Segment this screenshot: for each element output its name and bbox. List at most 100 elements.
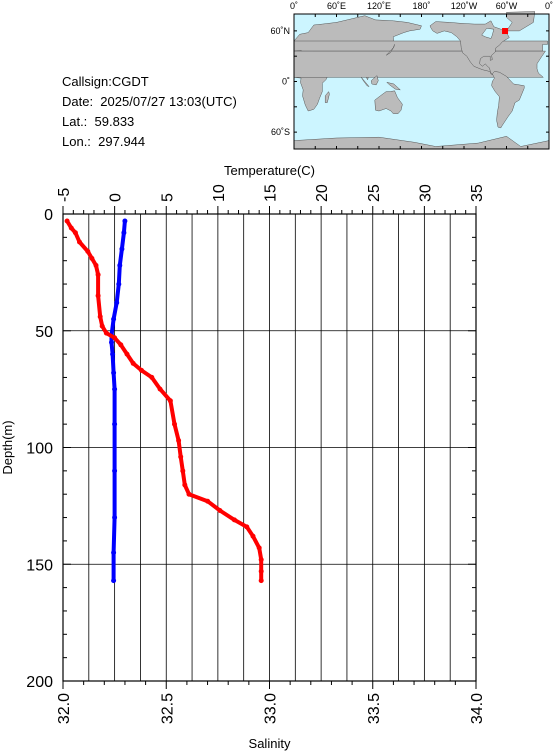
salinity-axis-title: Salinity: [249, 736, 291, 751]
salinity-point: [103, 330, 109, 336]
temperature-point: [112, 515, 118, 520]
temperature-tick-label: 10: [211, 184, 228, 202]
temperature-point: [122, 218, 128, 224]
map-lat-label: 60˚N: [270, 26, 290, 36]
salinity-point: [167, 398, 173, 404]
temperature-tick-label: 20: [314, 184, 331, 202]
salinity-point: [139, 367, 144, 373]
temperature-tick-label: 30: [417, 184, 434, 202]
salinity-point: [186, 491, 192, 497]
map-land-9: [385, 44, 395, 56]
salinity-point: [258, 578, 264, 584]
salinity-point: [97, 314, 103, 320]
salinity-point: [182, 482, 188, 488]
temperature-point: [112, 421, 118, 427]
temperature-tick-label: -5: [56, 188, 73, 202]
temperature-tick-label: 35: [469, 184, 486, 202]
salinity-tick-label: 32.0: [56, 693, 73, 724]
map-land-5: [374, 90, 403, 114]
temperature-point: [111, 370, 117, 376]
salinity-point: [85, 248, 91, 254]
salinity-point: [258, 568, 264, 574]
map-hudson-bay: [481, 28, 495, 39]
temperature-profile-line: [109, 219, 127, 583]
map-lon-label: 120˚E: [367, 1, 391, 11]
lat-text: Lat.: 59.833: [62, 114, 135, 129]
temperature-tick-label: 25: [366, 184, 383, 202]
temperature-point: [111, 550, 117, 556]
salinity-point: [99, 323, 105, 329]
salinity-point: [217, 508, 223, 513]
temperature-tick-label: 0: [108, 193, 125, 202]
map-land-6: [385, 81, 402, 91]
salinity-point: [130, 360, 136, 366]
salinity-point: [77, 239, 82, 245]
temperature-point: [119, 246, 125, 252]
temperature-axis-title: Temperature(C): [224, 163, 315, 178]
salinity-point: [149, 374, 155, 380]
salinity-point: [112, 335, 118, 341]
temperature-point: [109, 339, 114, 345]
salinity-point: [124, 351, 130, 357]
depth-tick-label: 100: [26, 441, 53, 458]
salinity-point: [89, 255, 95, 261]
salinity-point: [258, 557, 264, 563]
salinity-tick-label: 34.0: [469, 693, 486, 724]
salinity-point: [68, 225, 74, 231]
salinity-point: [256, 545, 262, 551]
temperature-point: [116, 281, 122, 287]
map-land-7: [370, 75, 379, 86]
map-lon-label: 120˚W: [451, 1, 478, 11]
temperature-point: [117, 262, 123, 268]
callsign-text: Callsign:CGDT: [62, 74, 149, 89]
map-lon-label: 0˚: [545, 1, 553, 11]
salinity-point: [231, 517, 237, 523]
map-lat-label: 60˚S: [271, 127, 290, 137]
salinity-tick-label: 33.0: [263, 693, 280, 724]
date-text: Date: 2025/07/27 13:03(UTC): [62, 94, 237, 109]
map-lon-label: 60˚E: [327, 1, 346, 11]
map-lon-label: 0˚: [290, 1, 298, 11]
salinity-tick-label: 32.5: [159, 693, 176, 724]
map-lon-label: 180˚: [412, 1, 430, 11]
world-map: 0˚ 60˚E 120˚E 180˚ 120˚W 60˚W 0˚ 60˚N 0˚ 60˚S: [270, 1, 553, 150]
salinity-point: [176, 438, 182, 443]
salinity-point: [172, 421, 177, 427]
map-lon-label: 60˚W: [496, 1, 518, 11]
salinity-point: [72, 230, 78, 236]
salinity-point: [250, 533, 256, 539]
depth-tick-label: 50: [35, 324, 53, 341]
temperature-point: [121, 230, 127, 236]
temperature-point: [112, 386, 118, 392]
salinity-point: [244, 524, 250, 530]
temperature-tick-label: 5: [159, 193, 176, 202]
map-land-4: [324, 91, 330, 103]
map-land-12: [491, 71, 525, 129]
salinity-point: [95, 293, 101, 299]
depth-tick-label: 200: [26, 674, 53, 691]
salinity-point: [118, 342, 124, 348]
salinity-point: [95, 272, 101, 278]
depth-axis-title: Depth(m): [0, 420, 15, 474]
station-info: Callsign:CGDT Date: 2025/07/27 13:03(UTC…: [62, 72, 237, 152]
salinity-tick-label: 33.5: [366, 693, 383, 724]
temperature-point: [112, 468, 118, 474]
salinity-point: [93, 262, 99, 268]
map-station-marker: [502, 28, 509, 35]
temperature-tick-label: 15: [263, 184, 280, 202]
lon-text: Lon.: 297.944: [62, 134, 146, 149]
salinity-point: [180, 468, 186, 474]
depth-tick-label: 150: [26, 557, 53, 574]
temperature-point: [111, 578, 117, 584]
salinity-point: [157, 386, 163, 392]
temperature-point: [114, 300, 120, 306]
depth-tick-label: 0: [44, 207, 53, 224]
map-lat-label: 0˚: [282, 77, 290, 87]
map-land-8: [361, 77, 370, 87]
salinity-point: [178, 454, 184, 460]
temperature-point: [111, 316, 117, 322]
temperature-point: [110, 351, 116, 357]
salinity-point: [205, 498, 211, 504]
salinity-point: [64, 218, 70, 224]
